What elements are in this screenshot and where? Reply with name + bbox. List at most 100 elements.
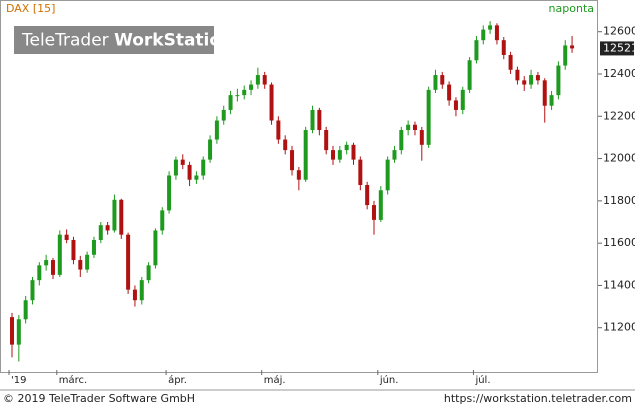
candle-body xyxy=(126,234,131,290)
last-price-box xyxy=(600,41,634,56)
candle-body xyxy=(508,54,513,70)
candle-body xyxy=(488,25,493,30)
candle-body xyxy=(365,185,370,206)
candle-body xyxy=(37,265,42,281)
watermark-product: WorkStation xyxy=(114,31,233,51)
candle-body xyxy=(85,254,90,270)
candle-body xyxy=(153,230,158,266)
candle-body xyxy=(249,84,254,90)
candle-body xyxy=(535,75,540,81)
candle-body xyxy=(549,95,554,106)
candle-body xyxy=(337,150,342,160)
watermark: TeleTrader WorkStation xyxy=(21,31,233,51)
candle-body xyxy=(255,75,260,85)
candle-body xyxy=(358,159,363,185)
candle-body xyxy=(16,319,21,345)
candle-body xyxy=(344,144,349,151)
candle-body xyxy=(460,89,465,110)
candle-body xyxy=(481,29,486,41)
candle-body xyxy=(276,120,281,140)
source: https://workstation.teletrader.com xyxy=(444,392,632,405)
candle-body xyxy=(194,175,199,180)
candle-body xyxy=(30,280,35,301)
candle-body xyxy=(98,225,103,240)
candle-body xyxy=(501,40,506,55)
x-tick-label: ápr. xyxy=(168,374,187,386)
candle-body xyxy=(406,124,411,131)
x-tick-label: júl. xyxy=(474,374,490,386)
candle-body xyxy=(331,150,336,160)
candle-body xyxy=(180,159,185,165)
candle-body xyxy=(317,109,322,131)
candle-body xyxy=(167,175,172,211)
y-tick-label: 12600 xyxy=(603,25,635,38)
candle-body xyxy=(78,260,83,270)
candle-body xyxy=(303,130,308,180)
candle-body xyxy=(378,190,383,220)
candle-body xyxy=(112,199,117,231)
candle-body xyxy=(160,210,165,231)
candle-body xyxy=(221,109,226,121)
candle-body xyxy=(467,60,472,90)
last-price-label: 12521 xyxy=(603,41,635,54)
candle-body xyxy=(187,164,192,180)
candle-body xyxy=(494,25,499,41)
period: naponta xyxy=(549,2,594,15)
y-tick-label: 11800 xyxy=(603,194,635,207)
candle-body xyxy=(522,80,527,85)
candle-body xyxy=(310,109,315,131)
candle-body xyxy=(563,45,568,66)
candle-body xyxy=(412,124,417,131)
candle-body xyxy=(474,40,479,61)
candle-body xyxy=(146,265,151,281)
candle-body xyxy=(440,75,445,85)
candle-body xyxy=(556,65,561,96)
candle-body xyxy=(228,95,233,110)
x-tick-label: márc. xyxy=(59,374,87,386)
watermark-box xyxy=(14,26,214,54)
watermark-brand: TeleTrader xyxy=(21,31,109,51)
candle-body xyxy=(64,234,69,240)
y-tick-label: 11600 xyxy=(603,236,635,249)
candle-body xyxy=(105,225,110,231)
candle-body xyxy=(269,84,274,121)
candle-body xyxy=(57,234,62,275)
x-tick-label: máj. xyxy=(264,374,286,386)
candle-body xyxy=(447,84,452,101)
candle-body xyxy=(71,239,76,261)
candle-body xyxy=(173,159,178,176)
candle-body xyxy=(242,89,247,96)
candle-body xyxy=(371,205,376,220)
candle-body xyxy=(399,130,404,151)
chart-title: DAX [15] xyxy=(6,2,55,15)
candle-body xyxy=(262,75,267,85)
candle-body xyxy=(283,139,288,151)
candle-body xyxy=(324,130,329,151)
candle-body xyxy=(385,159,390,191)
candle-body xyxy=(91,239,96,255)
y-tick-label: 12400 xyxy=(603,67,635,80)
candle-body xyxy=(542,80,547,106)
y-tick-label: 11400 xyxy=(603,278,635,291)
candle-body xyxy=(139,280,144,301)
candle-body xyxy=(296,170,301,180)
candle-body xyxy=(426,89,431,145)
candle-body xyxy=(10,317,14,345)
candle-body xyxy=(392,150,397,160)
candle-body xyxy=(132,289,137,301)
candle-body xyxy=(50,260,55,275)
candle-body xyxy=(351,144,356,160)
y-tick-label: 11200 xyxy=(603,321,635,334)
candle-body xyxy=(515,69,520,81)
candle-body xyxy=(570,45,575,49)
candle-body xyxy=(208,139,213,160)
x-tick-label: jún. xyxy=(379,374,399,386)
y-tick-label: 12200 xyxy=(603,109,635,122)
candle-body xyxy=(453,100,458,110)
candle-body xyxy=(201,159,206,176)
candle-body xyxy=(44,260,49,266)
x-tick-label: '19 xyxy=(11,375,26,386)
candle-body xyxy=(529,75,534,85)
